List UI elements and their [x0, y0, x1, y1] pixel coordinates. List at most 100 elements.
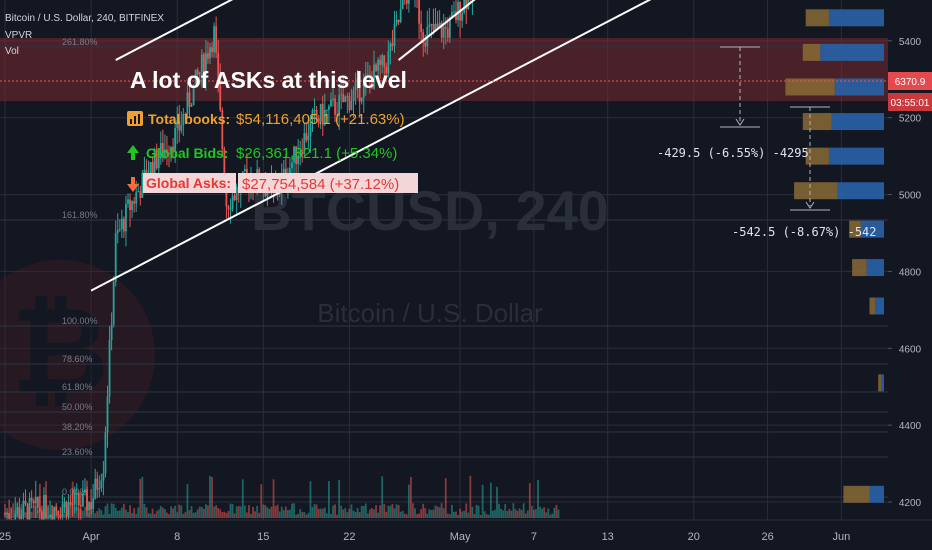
volume-bar	[225, 512, 228, 518]
trendline-lower-channel[interactable]	[90, 0, 792, 292]
trendline-upper-channel[interactable]	[115, 0, 374, 61]
volume-bar	[373, 509, 375, 518]
candle-body	[38, 507, 41, 512]
candle-body	[65, 501, 68, 517]
volume-bar	[518, 508, 521, 518]
volume-bar	[289, 509, 291, 518]
volume-bar	[147, 513, 150, 518]
candle-body	[30, 497, 33, 501]
total-books-value: $54,116,405.1 (+21.63%)	[236, 111, 405, 128]
candle-body	[420, 23, 423, 33]
symbol-title[interactable]: Bitcoin / U.S. Dollar, 240, BITFINEX	[5, 13, 164, 24]
global-bids-row[interactable]: Global Bids: $26,361,821.1 (+5.34%)	[127, 145, 397, 162]
candle-body	[106, 396, 109, 433]
volume-bar	[512, 503, 515, 518]
global-asks-row[interactable]: Global Asks: $27,754,584 (+37.12%)	[127, 173, 418, 193]
volume-bar	[426, 513, 429, 518]
candle-body	[182, 114, 185, 126]
volume-bar	[268, 508, 271, 518]
volume-bar	[178, 504, 181, 518]
volume-bar	[387, 505, 390, 518]
volume-bar	[352, 510, 355, 518]
volume-bars	[4, 475, 560, 518]
x-tick-label: 13	[602, 531, 614, 543]
x-tick-label: 15	[257, 531, 269, 543]
candle-body	[28, 497, 31, 522]
volume-bar	[287, 510, 289, 518]
volume-bar	[139, 478, 142, 518]
volume-bar	[209, 475, 211, 518]
candle-body	[282, 168, 285, 177]
volume-bar	[96, 511, 99, 518]
bitcoin-logo-watermark: ₿	[0, 260, 155, 450]
x-tick-label: 26	[761, 531, 773, 543]
vpvr-sell-bar	[849, 220, 861, 238]
arrow-up-icon	[127, 145, 139, 160]
candle-body	[178, 120, 181, 131]
candle-body	[90, 501, 92, 510]
candle-body	[14, 513, 17, 522]
candle-body	[436, 23, 439, 28]
trendlines[interactable]	[90, 0, 792, 292]
trendline-mid-line[interactable]	[397, 0, 780, 61]
volume-bar	[82, 510, 84, 518]
volume-bar	[237, 505, 240, 518]
total-books-label: Total books:	[148, 111, 230, 127]
candle-body	[104, 432, 107, 474]
price-axis[interactable]: 6800660064006200600058005600540052005000…	[888, 0, 932, 520]
candle-body	[61, 507, 64, 517]
volume-bar	[416, 514, 418, 518]
headline-annotation[interactable]: A lot of ASKs at this level	[130, 67, 407, 93]
candle-body	[190, 105, 193, 107]
volume-bar	[219, 509, 222, 518]
candle-body	[219, 80, 222, 110]
volume-bar	[385, 511, 388, 518]
y-tick-label: 4600	[899, 344, 922, 355]
indicator-vpvr[interactable]: VPVR	[5, 30, 32, 41]
volume-bar	[383, 504, 386, 518]
time-axis[interactable]: 25 Apr 8 15 22 May 7 13 20 26 Jun	[0, 519, 932, 550]
last-price-label: 6370.9	[895, 77, 926, 88]
x-tick-label: May	[450, 531, 471, 543]
volume-bar	[325, 513, 328, 518]
candle-body	[34, 496, 37, 504]
indicator-vol[interactable]: Vol	[5, 46, 19, 57]
candle-body	[446, 28, 449, 38]
y-tick-label: 4800	[899, 267, 922, 278]
candle-body	[229, 209, 232, 211]
candle-body	[323, 110, 326, 125]
candle-body	[125, 203, 127, 232]
candle-body	[315, 109, 318, 119]
volume-bar	[533, 509, 535, 518]
volume-bar	[305, 514, 308, 518]
candle-body	[338, 95, 341, 116]
total-books-row[interactable]: Total books: $54,116,405.1 (+21.63%)	[127, 111, 405, 128]
candle-body	[174, 127, 177, 151]
svg-text:₿: ₿	[11, 284, 109, 418]
global-bids-value: $26,361,821.1 (+5.34%)	[236, 145, 397, 162]
volume-bar	[229, 503, 232, 518]
volume-bar	[506, 511, 509, 518]
candle-body	[379, 59, 382, 65]
candle-body	[188, 92, 191, 107]
volume-bar	[278, 511, 281, 518]
measure-tools[interactable]: -429.5 (-6.55%) -4295 -542.5 (-8.67%) -54…	[657, 46, 877, 239]
volume-bar	[250, 513, 252, 518]
candle-body	[434, 23, 437, 31]
volume-bar	[168, 514, 170, 518]
volume-bar	[551, 513, 554, 518]
arrow-down-icon	[127, 177, 139, 192]
candle-body	[325, 109, 328, 111]
chart-legend: Bitcoin / U.S. Dollar, 240, BITFINEX VPV…	[5, 13, 164, 57]
candle-body	[346, 96, 349, 98]
volume-profile	[785, 9, 884, 503]
volume-bar	[293, 503, 295, 518]
candle-body	[387, 51, 390, 74]
volume-bar	[135, 513, 138, 518]
candle-body	[463, 0, 466, 13]
y-tick-label: 5400	[899, 37, 922, 48]
volume-bar	[457, 514, 459, 518]
candle-body	[371, 78, 373, 89]
candle-body	[24, 500, 27, 504]
